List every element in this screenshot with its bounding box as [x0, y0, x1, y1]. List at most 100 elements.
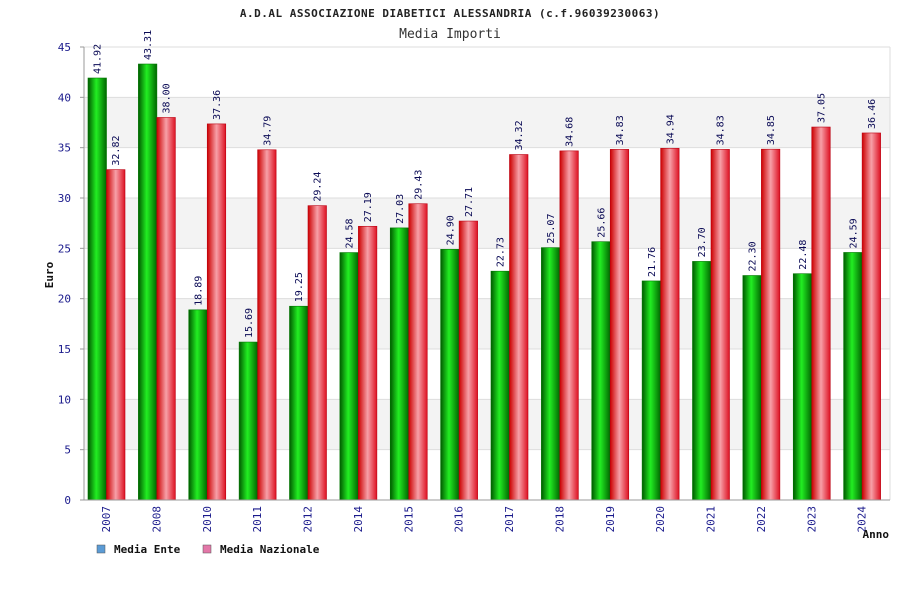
grid-band [84, 47, 890, 98]
x-tick-label: 2007 [100, 506, 113, 533]
bar-media-ente [289, 305, 309, 501]
x-tick-label: 2022 [755, 506, 768, 533]
legend-item: Media Nazionale [202, 543, 320, 556]
bar-media-nazionale [358, 225, 378, 501]
x-tick-label: 2012 [302, 506, 315, 533]
data-label: 15.69 [244, 308, 255, 338]
bar-media-ente [641, 280, 661, 501]
data-label: 34.79 [262, 116, 273, 146]
chart-subtitle: Media Importi [399, 27, 501, 42]
bar-media-nazionale [206, 123, 227, 501]
bar-media-ente [440, 249, 460, 501]
bar-media-ente [843, 252, 863, 501]
x-tick-label: 2017 [503, 506, 516, 533]
legend-item: Media Ente [96, 543, 181, 556]
bar-media-ente [188, 309, 208, 501]
data-label: 18.89 [194, 276, 205, 306]
data-label: 25.07 [546, 214, 557, 244]
data-label: 27.19 [363, 192, 374, 222]
x-tick-label: 2011 [251, 506, 264, 533]
data-label: 38.00 [162, 83, 173, 113]
data-label: 22.73 [496, 237, 507, 267]
data-label: 36.46 [867, 99, 878, 129]
y-tick-label: 10 [58, 393, 71, 406]
bar-media-nazionale [408, 203, 428, 501]
bar-media-ente [389, 227, 410, 501]
data-label: 27.03 [395, 194, 406, 224]
x-tick-label: 2014 [352, 506, 365, 533]
data-label: 37.05 [817, 93, 828, 123]
bar-media-ente [692, 261, 712, 501]
chart-title: A.D.AL ASSOCIAZIONE DIABETICI ALESSANDRI… [240, 7, 660, 20]
y-tick-label: 0 [64, 494, 71, 507]
y-axis-ticks: 0 5 10 15 20 25 30 35 40 45 [58, 41, 84, 507]
data-label: 32.82 [111, 136, 122, 166]
x-tick-label: 2019 [604, 506, 617, 533]
bar-media-nazionale [509, 154, 529, 501]
data-label: 27.71 [464, 187, 475, 217]
bar-media-nazionale [861, 132, 881, 501]
data-label: 37.36 [212, 90, 223, 120]
data-label: 19.25 [294, 272, 305, 302]
data-label: 24.90 [445, 215, 456, 245]
bar-media-ente [541, 247, 561, 501]
data-label: 24.59 [848, 218, 859, 248]
x-tick-label: 2024 [856, 506, 869, 533]
bar-media-ente [87, 77, 107, 501]
y-tick-label: 45 [58, 41, 71, 54]
legend: Media Ente Media Nazionale [96, 543, 320, 556]
data-label: 34.94 [665, 114, 676, 144]
legend-swatch [202, 544, 212, 554]
x-tick-label: 2008 [150, 506, 163, 533]
y-tick-label: 5 [64, 444, 71, 457]
data-label: 25.66 [597, 208, 608, 238]
bar-media-nazionale [257, 149, 277, 501]
data-label: 22.48 [798, 240, 809, 270]
data-label: 41.92 [93, 44, 104, 74]
data-label: 24.58 [345, 218, 356, 248]
data-label: 34.83 [615, 115, 626, 145]
bar-media-nazionale [156, 117, 176, 501]
y-tick-label: 35 [58, 142, 71, 155]
bar-media-nazionale [106, 169, 126, 501]
y-axis-label: Euro [43, 261, 56, 288]
legend-swatch [96, 544, 106, 554]
bar-media-nazionale [609, 149, 630, 501]
bar-media-nazionale [307, 205, 327, 501]
bar-media-nazionale [710, 149, 730, 501]
bar-media-nazionale [761, 148, 781, 501]
bar-media-nazionale [811, 126, 831, 501]
bar-media-ente [238, 341, 258, 501]
x-tick-label: 2016 [453, 506, 466, 533]
bar-media-nazionale [559, 150, 579, 501]
bar-media-ente [339, 252, 359, 501]
legend-label: Media Nazionale [220, 543, 320, 556]
x-tick-label: 2021 [705, 506, 718, 533]
bar-media-nazionale [458, 220, 478, 501]
bar-media-ente [792, 273, 813, 501]
x-tick-label: 2010 [201, 506, 214, 533]
data-label: 29.24 [313, 172, 324, 202]
x-axis-ticks: 2007 2008 2010 2011 2012 2014 2015 2016 2017 2018… [100, 506, 869, 533]
data-label: 23.70 [697, 227, 708, 257]
bar-media-nazionale [660, 147, 680, 501]
data-label: 34.68 [565, 117, 576, 147]
bar-media-ente [591, 241, 611, 501]
data-labels: 41.92 32.82 43.31 38.00 18.89 37.36 15.69 34.79… [93, 30, 878, 338]
bar-media-ente [490, 270, 510, 501]
x-tick-label: 2020 [654, 506, 667, 533]
x-tick-label: 2018 [553, 506, 566, 533]
y-tick-label: 40 [58, 91, 71, 104]
y-tick-label: 15 [58, 343, 71, 356]
bar-media-ente [138, 63, 158, 501]
x-tick-label: 2015 [402, 506, 415, 533]
x-axis-label: Anno [863, 528, 890, 541]
x-tick-label: 2023 [805, 506, 818, 533]
data-label: 22.30 [748, 241, 759, 271]
data-label: 34.85 [766, 115, 777, 145]
data-label: 34.83 [716, 115, 727, 145]
bar-media-ente [742, 275, 762, 501]
y-tick-label: 20 [58, 293, 71, 306]
y-tick-label: 25 [58, 242, 71, 255]
